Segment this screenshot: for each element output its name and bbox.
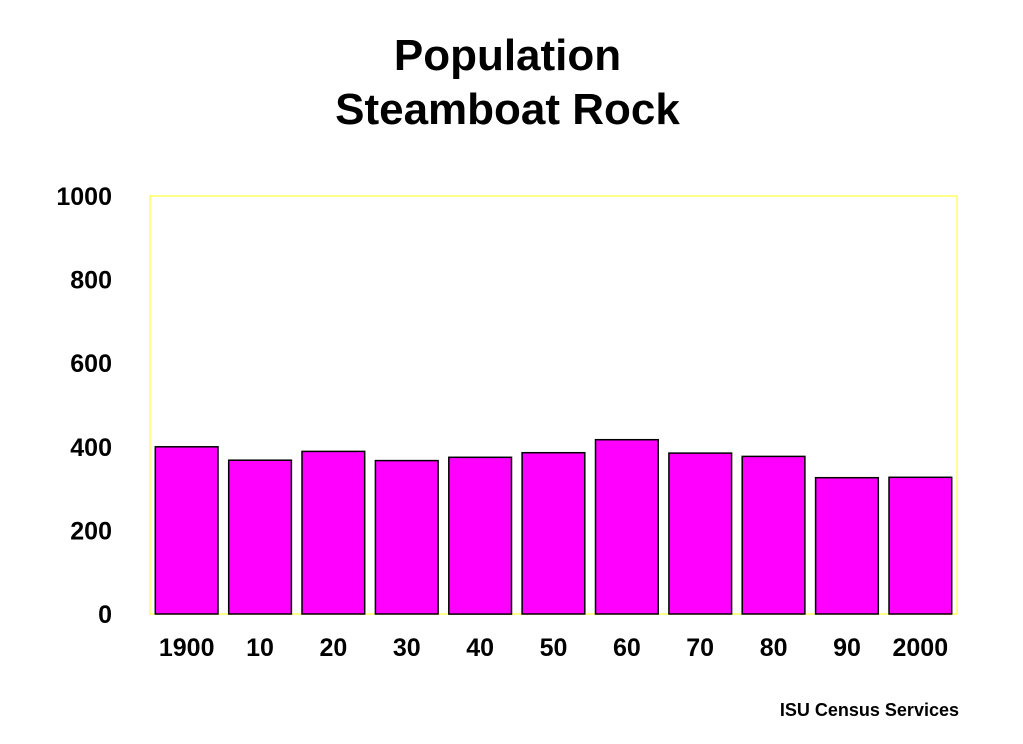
bars-group [154,438,953,615]
x-tick-label: 30 [393,634,421,662]
bar-60 [594,438,659,615]
x-tick-label: 1900 [159,634,215,662]
y-tick-label: 200 [70,517,112,545]
bar-2000 [888,476,953,615]
x-tick-label: 90 [833,634,861,662]
y-tick-label: 400 [70,434,112,462]
y-tick-label: 600 [70,350,112,378]
x-tick-label: 80 [760,634,788,662]
chart-title-line-1: Population [393,31,622,80]
bar-10 [227,459,293,615]
x-tick-label: 60 [613,634,641,662]
x-tick-label: 40 [466,634,494,662]
bar-20 [301,450,366,615]
bar-80 [741,455,806,615]
bar-1900 [154,446,219,615]
bar-30 [374,459,439,615]
y-axis-ticks: 0 200 400 600 800 1000 [56,183,112,629]
x-tick-label: 2000 [892,634,948,662]
bar-50 [521,451,586,615]
bar-70 [668,452,733,615]
x-tick-label: 10 [246,634,274,662]
y-tick-label: 800 [70,267,112,295]
x-tick-label: 50 [540,634,568,662]
chart-title-line-2: Steamboat Rock [335,85,680,134]
bar-40 [448,456,513,615]
source-credit: ISU Census Services [779,700,959,720]
x-axis-ticks: 1900 10 20 30 40 50 60 70 80 90 2000 [159,634,948,662]
y-tick-label: 1000 [56,183,112,211]
bar-90 [814,476,880,615]
x-tick-label: 20 [319,634,347,662]
x-tick-label: 70 [686,634,714,662]
y-tick-label: 0 [98,601,112,629]
